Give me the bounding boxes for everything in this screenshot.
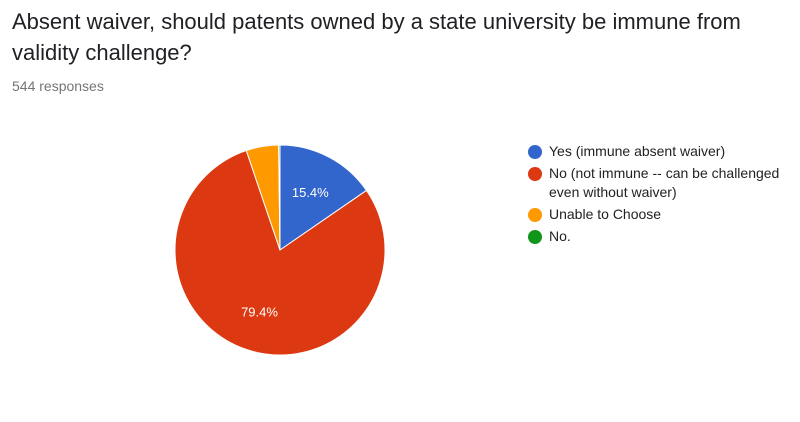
legend-item[interactable]: No (not immune -- can be challenged even… [528,164,788,202]
pie-slices [175,145,385,355]
legend-swatch-icon [528,145,542,159]
legend-swatch-icon [528,208,542,222]
legend-item[interactable]: No. [528,227,788,246]
legend-label: No (not immune -- can be challenged even… [549,164,788,202]
legend-swatch-icon [528,230,542,244]
legend-label: Yes (immune absent waiver) [549,142,725,161]
legend-label: No. [549,227,571,246]
legend-item[interactable]: Unable to Choose [528,205,788,224]
legend-swatch-icon [528,167,542,181]
legend-item[interactable]: Yes (immune absent waiver) [528,142,788,161]
chart-legend: Yes (immune absent waiver) No (not immune… [528,142,788,249]
pie-slice-label-1: 15.4% [292,185,329,200]
legend-label: Unable to Choose [549,205,661,224]
pie-slice-label-2: 79.4% [241,304,278,319]
